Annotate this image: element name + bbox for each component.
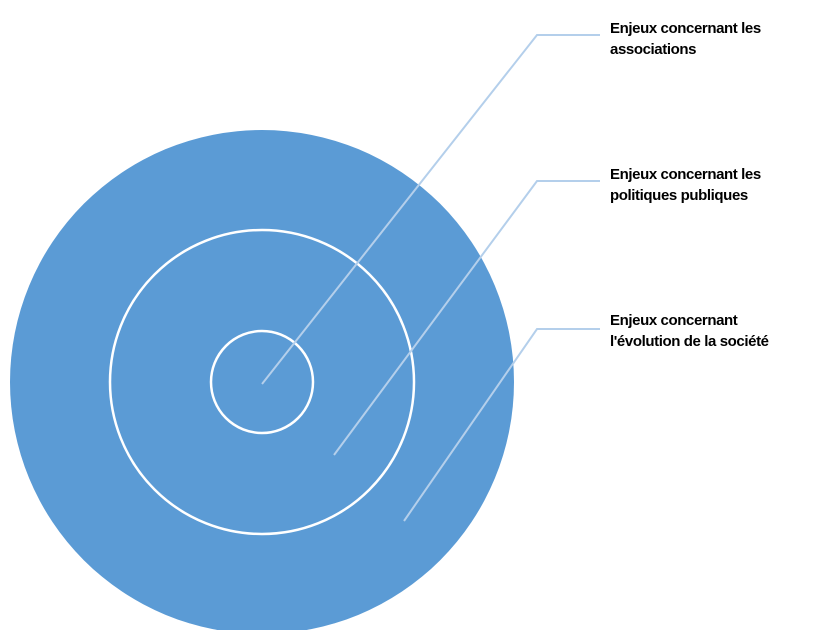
label-politiques-line2: politiques publiques [610,187,748,204]
label-associations: Enjeux concernant les associations [610,18,761,60]
label-societe-line1: Enjeux concernant [610,312,738,329]
connector-line-politiques [333,180,600,456]
label-politiques-line1: Enjeux concernant les [610,166,761,183]
label-politiques-publiques: Enjeux concernant les politiques publiqu… [610,164,761,206]
label-associations-line2: associations [610,41,697,58]
middle-ring [108,228,416,536]
connector-line-associations [261,34,600,385]
outer-circle [10,130,514,630]
inner-ring [209,329,315,435]
connector-line-societe [403,328,600,522]
label-associations-line1: Enjeux concernant les [610,20,761,37]
label-evolution-societe: Enjeux concernant l'évolution de la soci… [610,310,769,352]
label-societe-line2: l'évolution de la société [610,333,769,350]
